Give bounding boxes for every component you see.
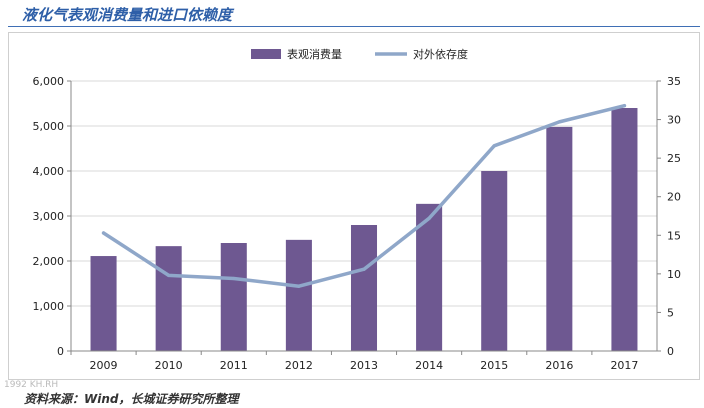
- x-tick-label: 2012: [285, 359, 313, 372]
- y-left-tick-label: 6,000: [33, 75, 65, 88]
- watermark: 1992 KH.RH: [4, 380, 59, 390]
- source-note: 资料来源：Wind，长城证券研究所整理: [24, 392, 239, 406]
- title-divider: [8, 26, 700, 27]
- bar: [220, 243, 247, 351]
- x-tick-label: 2010: [155, 359, 183, 372]
- bar: [350, 225, 378, 351]
- y-right-tick-label: 25: [667, 152, 681, 165]
- y-left-tick-label: 2,000: [33, 255, 65, 268]
- line-point: [297, 284, 301, 288]
- y-right-tick-label: 5: [667, 306, 674, 319]
- bar: [90, 256, 117, 351]
- x-tick-label: 2011: [220, 359, 248, 372]
- axes: 0 1,000 2,000 3,000 4,000 5,000 6,000 0 5 10 15 20 2…: [33, 75, 682, 372]
- y-right-tick-label: 10: [667, 268, 681, 281]
- bar: [546, 126, 573, 352]
- y-right-tick-label: 15: [667, 229, 681, 242]
- legend: 表观消费量 对外依存度: [251, 47, 468, 61]
- line-point: [232, 276, 236, 281]
- line-point: [492, 144, 496, 148]
- x-tick-label: 2013: [350, 359, 378, 372]
- x-tick-label: 2009: [90, 359, 118, 372]
- bar: [416, 203, 443, 351]
- y-right-tick-label: 30: [667, 114, 681, 127]
- legend-label-bar: 表观消费量: [287, 47, 342, 61]
- line-point: [101, 231, 106, 235]
- y-left-tick-label: 0: [57, 345, 64, 358]
- bar-series: [90, 108, 638, 352]
- y-right-tick-label: 0: [667, 345, 674, 358]
- line-series: [101, 103, 627, 288]
- line-point: [557, 120, 561, 124]
- legend-label-line: 对外依存度: [413, 47, 468, 61]
- chart-frame: 0 1,000 2,000 3,000 4,000 5,000 6,000 0 5 10 15 20 2…: [8, 32, 700, 380]
- bar: [611, 108, 638, 351]
- line-point: [167, 273, 171, 277]
- y-right-tick-label: 20: [667, 191, 681, 204]
- combo-chart: 0 1,000 2,000 3,000 4,000 5,000 6,000 0 5 10 15 20 2…: [33, 47, 682, 372]
- x-tick-label: 2014: [415, 359, 443, 372]
- x-tick-label: 2017: [610, 359, 638, 372]
- bar: [285, 239, 312, 351]
- chart-title: 液化气表观消费量和进口依赖度: [22, 6, 233, 24]
- y-right-tick-label: 35: [667, 75, 681, 88]
- y-left-tick-label: 1,000: [33, 300, 65, 313]
- bar: [155, 246, 182, 351]
- y-left-tick-label: 5,000: [33, 120, 65, 133]
- x-tick-label: 2016: [545, 359, 573, 372]
- legend-swatch-bar: [251, 49, 281, 59]
- line-point: [622, 104, 627, 108]
- y-left-tick-label: 4,000: [33, 165, 65, 178]
- y-left-tick-label: 3,000: [33, 210, 65, 223]
- line-point: [427, 216, 431, 220]
- bar: [481, 171, 508, 351]
- x-tick-label: 2015: [480, 359, 508, 372]
- line-point: [362, 267, 366, 271]
